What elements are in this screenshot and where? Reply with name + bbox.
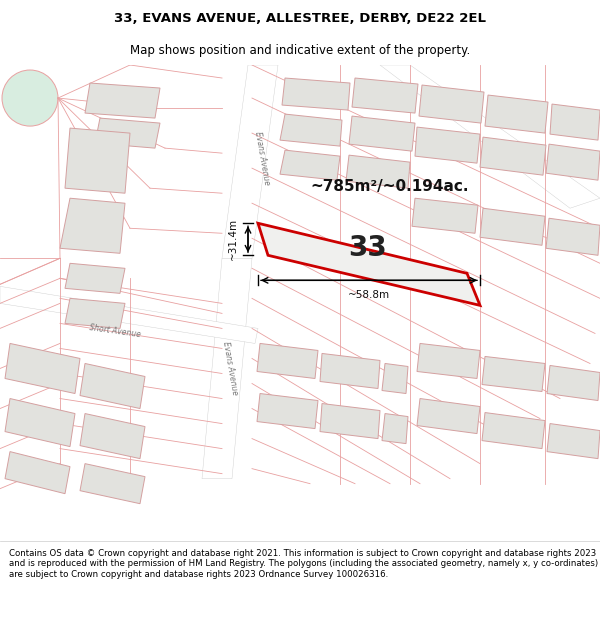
Text: Map shows position and indicative extent of the property.: Map shows position and indicative extent… <box>130 44 470 58</box>
Polygon shape <box>547 366 600 401</box>
Polygon shape <box>5 399 75 447</box>
Polygon shape <box>320 404 380 439</box>
Polygon shape <box>546 218 600 255</box>
Polygon shape <box>480 137 546 175</box>
Polygon shape <box>352 78 418 113</box>
Polygon shape <box>280 114 342 146</box>
Polygon shape <box>202 258 252 479</box>
Polygon shape <box>65 298 125 328</box>
Polygon shape <box>0 286 258 344</box>
Circle shape <box>2 70 58 126</box>
Polygon shape <box>80 414 145 459</box>
Text: ~58.8m: ~58.8m <box>348 291 390 301</box>
Polygon shape <box>5 344 80 394</box>
Polygon shape <box>382 364 408 394</box>
Polygon shape <box>412 198 478 233</box>
Polygon shape <box>346 155 410 188</box>
Polygon shape <box>550 104 600 140</box>
Polygon shape <box>85 83 160 118</box>
Text: 33: 33 <box>349 234 388 262</box>
Text: Evans Avenue: Evans Avenue <box>221 341 239 396</box>
Text: 33, EVANS AVENUE, ALLESTREE, DERBY, DE22 2EL: 33, EVANS AVENUE, ALLESTREE, DERBY, DE22… <box>114 12 486 25</box>
Text: Short Avenue: Short Avenue <box>89 323 142 339</box>
Polygon shape <box>382 414 408 444</box>
Polygon shape <box>415 127 480 163</box>
Polygon shape <box>222 65 278 258</box>
Polygon shape <box>482 356 545 391</box>
Text: ~31.4m: ~31.4m <box>228 218 238 261</box>
Polygon shape <box>80 464 145 504</box>
Polygon shape <box>80 364 145 409</box>
Polygon shape <box>60 198 125 253</box>
Polygon shape <box>485 95 548 133</box>
Polygon shape <box>546 144 600 180</box>
Polygon shape <box>480 208 545 245</box>
Polygon shape <box>547 424 600 459</box>
Polygon shape <box>65 128 130 193</box>
Polygon shape <box>417 399 480 434</box>
Polygon shape <box>482 412 545 449</box>
Polygon shape <box>65 263 125 293</box>
Polygon shape <box>257 344 318 379</box>
Polygon shape <box>419 85 484 123</box>
Polygon shape <box>417 344 480 379</box>
Polygon shape <box>282 78 350 110</box>
Text: Evans Avenue: Evans Avenue <box>253 131 271 186</box>
Polygon shape <box>258 223 480 306</box>
Polygon shape <box>349 116 415 151</box>
Polygon shape <box>95 118 160 148</box>
Polygon shape <box>5 452 70 494</box>
Polygon shape <box>257 394 318 429</box>
Polygon shape <box>380 65 600 208</box>
Polygon shape <box>280 150 340 180</box>
Polygon shape <box>320 354 380 389</box>
Text: Contains OS data © Crown copyright and database right 2021. This information is : Contains OS data © Crown copyright and d… <box>9 549 598 579</box>
Text: ~785m²/~0.194ac.: ~785m²/~0.194ac. <box>311 179 469 194</box>
